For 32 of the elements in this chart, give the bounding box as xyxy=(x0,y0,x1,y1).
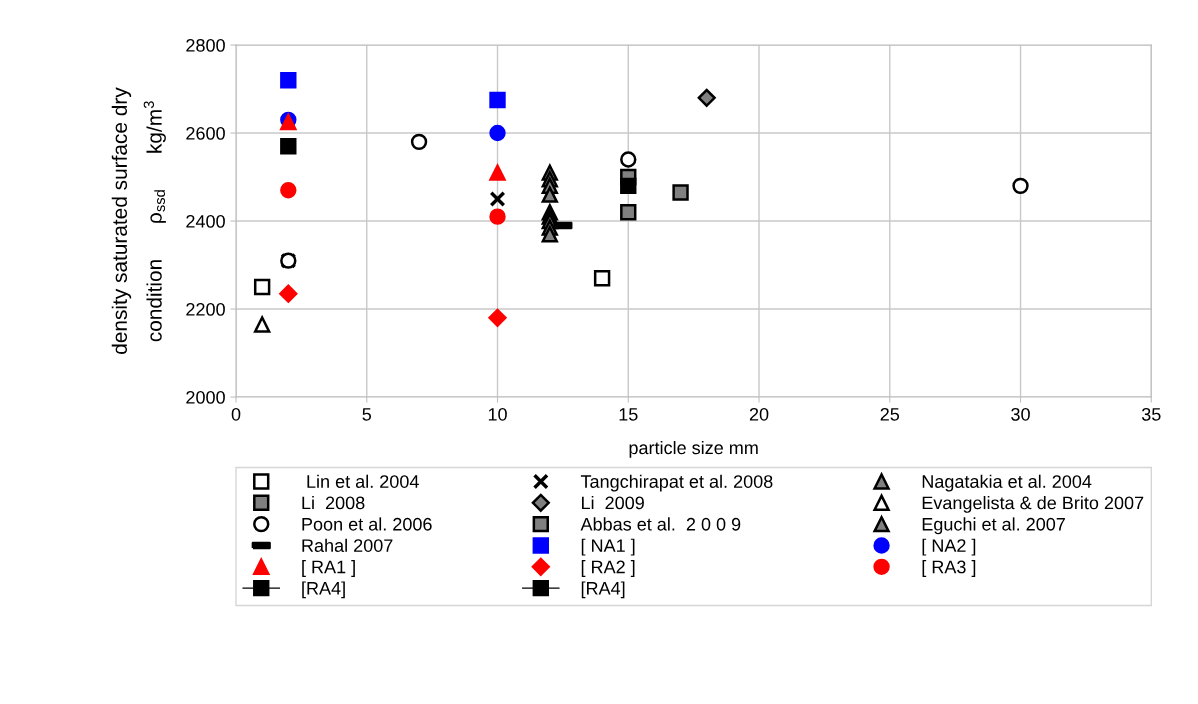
legend-label: Poon et al. 2006 xyxy=(302,517,432,531)
legend-label: Li 2009 xyxy=(582,496,644,510)
legend-label: [ NA1 ] xyxy=(581,538,635,556)
y-tick-label: 2600 xyxy=(186,126,225,140)
legend-label: Lin et al. 2004 xyxy=(307,474,419,488)
legend-label: Nagatakia et al. 2004 xyxy=(922,474,1092,492)
x-tick-label: 10 xyxy=(488,407,507,421)
legend-label: [RA4] xyxy=(302,581,345,599)
text: density saturated surface dry condition ρ$_{ssd}$ kg/m$^{3}$ xyxy=(111,87,166,354)
x-axis-title: particle size mm xyxy=(629,440,758,458)
y-tick-label: 2800 xyxy=(186,38,225,52)
legend-label: [ RA2 ] xyxy=(581,560,635,577)
y-tick-label: 2000 xyxy=(186,390,225,404)
legend-label: Abbas et al. 2 0 0 9 xyxy=(580,517,741,531)
legend-label: Eguchi et al. 2007 xyxy=(922,517,1065,535)
x-tick-label: 0 xyxy=(231,407,241,421)
x-tick-label: 35 xyxy=(1141,407,1161,421)
y-tick-label: 2200 xyxy=(186,302,225,316)
y-tick-label: 2400 xyxy=(186,214,225,228)
x-tick-label: 30 xyxy=(1011,407,1030,421)
legend-label: [ RA1 ] xyxy=(302,560,355,577)
legend-label: [ RA3 ] xyxy=(922,560,976,577)
legend-label: Li 2008 xyxy=(302,496,365,510)
legend-label: [RA4] xyxy=(581,581,625,599)
x-tick-label: 5 xyxy=(362,408,372,421)
x-tick-label: 25 xyxy=(880,407,900,421)
x-tick-label: 15 xyxy=(619,408,638,421)
legend-label: Tangchirapat et al. 2008 xyxy=(580,474,773,492)
x-tick-label: 20 xyxy=(749,407,769,421)
legend-label: Evangelista & de Brito 2007 xyxy=(922,496,1144,513)
legend-label: [ NA2 ] xyxy=(922,538,976,556)
legend-label: Rahal 2007 xyxy=(302,538,393,552)
